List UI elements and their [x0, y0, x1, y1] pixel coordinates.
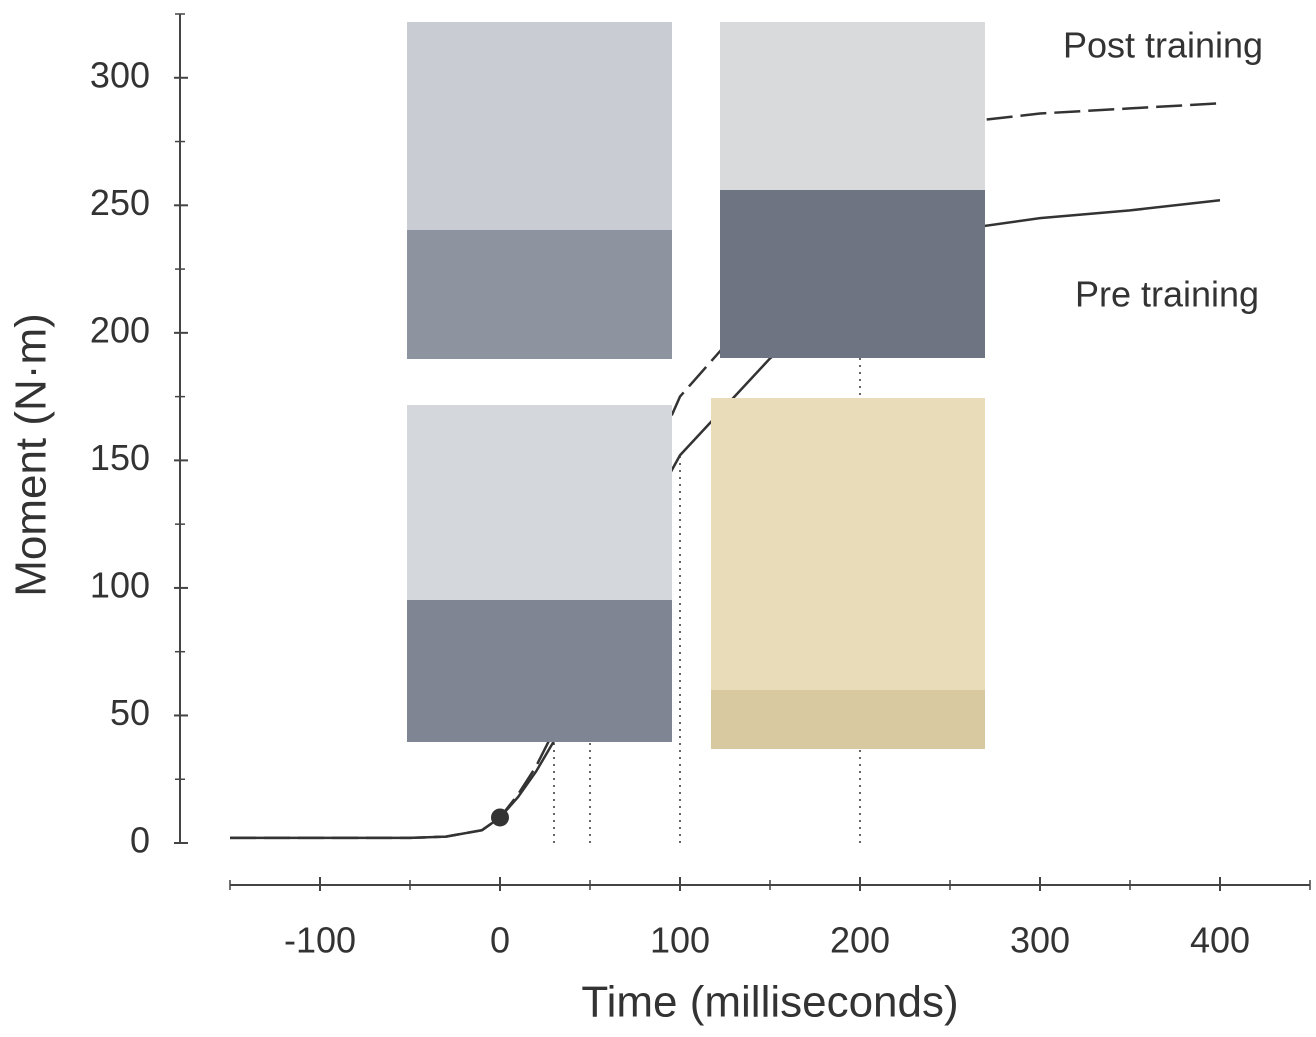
photo-floor — [407, 230, 672, 359]
marker — [491, 808, 509, 826]
x-tick-label: 200 — [830, 920, 890, 961]
chart: Time (milliseconds) Moment (N·m) 0 50 100 1… — [0, 0, 1316, 1037]
x-axis-label: Time (milliseconds) — [581, 978, 958, 1027]
x-tick-label: 400 — [1190, 920, 1250, 961]
y-tick-label: 250 — [90, 182, 150, 223]
photos — [407, 22, 985, 749]
x-tick-label: 300 — [1010, 920, 1070, 961]
y-tick-label: 0 — [130, 820, 150, 861]
y-tick-label: 200 — [90, 309, 150, 350]
y-tick-label: 50 — [110, 692, 150, 733]
y-tick-label: 150 — [90, 437, 150, 478]
y-tick-label: 100 — [90, 564, 150, 605]
series-label: Post training — [1063, 25, 1263, 66]
y-tick-label: 300 — [90, 54, 150, 95]
photo-floor — [720, 190, 985, 358]
series-label: Pre training — [1075, 274, 1259, 315]
photo-floor — [711, 690, 985, 749]
x-tick-label: 0 — [490, 920, 510, 961]
x-tick-label: 100 — [650, 920, 710, 961]
photo-floor — [407, 600, 672, 742]
y-axis-label: Moment (N·m) — [7, 313, 56, 597]
x-tick-label: -100 — [284, 920, 356, 961]
